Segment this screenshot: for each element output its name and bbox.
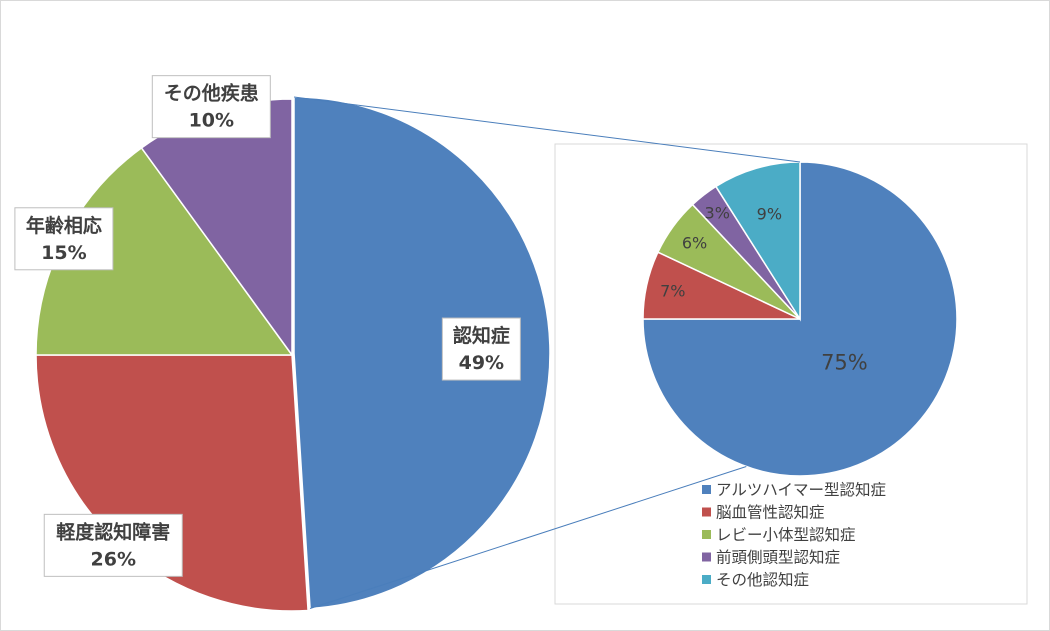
category-label: 認知症 <box>453 324 510 347</box>
breakdown-label-4: 3% <box>705 203 730 222</box>
breakdown-label-3: 6% <box>682 233 707 252</box>
legend-entry-5: その他認知症 <box>702 571 809 589</box>
breakdown-label-1: 75% <box>821 350 868 374</box>
legend-label: レビー小体型認知症 <box>716 526 856 544</box>
legend: アルツハイマー型認知症脳血管性認知症レビー小体型認知症前頭側頭型認知症その他認知… <box>702 481 886 589</box>
legend-entry-2: 脳血管性認知症 <box>702 504 825 522</box>
main-label-2: 軽度認知障害 26% <box>43 513 183 577</box>
category-label: 年齢相応 <box>26 214 102 237</box>
legend-label: 前頭側頭型認知症 <box>716 549 840 567</box>
legend-entry-4: 前頭側頭型認知症 <box>702 549 840 567</box>
connector-lines <box>293 96 801 609</box>
breakdown-pie-labels: 75% 7% 6% 3% 9% <box>660 203 868 374</box>
category-label: その他疾患 <box>164 82 259 105</box>
percent-label: 26% <box>91 548 136 570</box>
main-label-4: その他疾患 10% <box>151 75 271 139</box>
main-label-1: 認知症 49% <box>441 317 521 381</box>
breakdown-slice-1 <box>642 161 958 477</box>
connector-line-bottom <box>309 466 747 609</box>
percent-label: 49% <box>459 352 504 374</box>
legend-swatch <box>702 552 711 562</box>
legend-label: アルツハイマー型認知症 <box>716 481 886 499</box>
percent-label: 10% <box>189 110 234 132</box>
legend-swatch <box>702 530 711 539</box>
legend-swatch <box>702 507 711 517</box>
label-box <box>43 513 183 577</box>
breakdown-label-2: 7% <box>660 282 685 301</box>
legend-entry-1: アルツハイマー型認知症 <box>702 481 886 499</box>
legend-label: 脳血管性認知症 <box>716 504 825 522</box>
main-slice-1 <box>293 96 551 610</box>
legend-swatch <box>702 575 711 584</box>
breakdown-label-5: 9% <box>757 204 782 223</box>
legend-entry-3: レビー小体型認知症 <box>702 526 856 544</box>
main-pie <box>35 96 551 612</box>
connector-line-top <box>293 96 801 163</box>
main-pie-labels: 認知症 49% 軽度認知障害 26% 年齢相応 15% その他疾患 10% <box>14 75 521 577</box>
label-box <box>441 317 521 381</box>
category-label: 軽度認知障害 <box>56 520 170 543</box>
percent-label: 15% <box>41 242 86 264</box>
main-label-3: 年齢相応 15% <box>14 207 114 271</box>
breakdown-pie <box>642 161 958 477</box>
legend-swatch <box>702 485 711 494</box>
label-box <box>151 75 271 139</box>
label-box <box>14 207 114 271</box>
legend-label: その他認知症 <box>716 571 809 589</box>
